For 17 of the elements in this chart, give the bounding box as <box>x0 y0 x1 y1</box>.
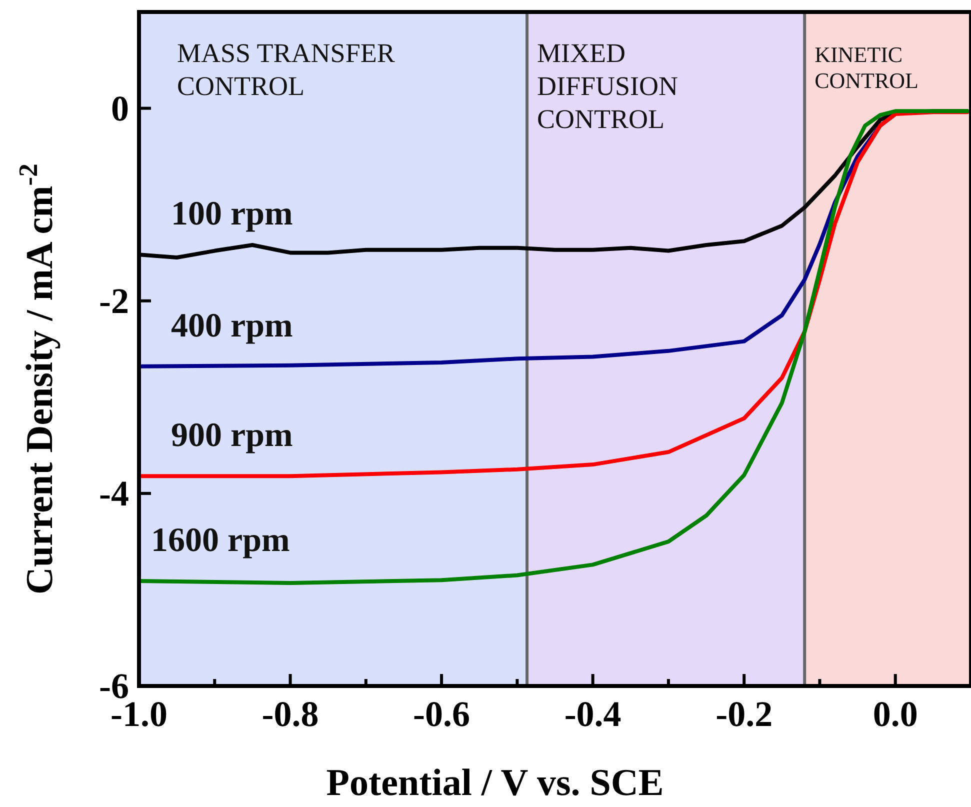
series-label: 900 rpm <box>171 417 293 454</box>
series-label: 400 rpm <box>171 307 293 344</box>
series-label: 1600 rpm <box>151 522 290 560</box>
x-axis-title: Potential / V vs. SCE <box>326 762 664 804</box>
x-tick-label: -0.2 <box>716 694 773 734</box>
x-tick-label: -0.4 <box>564 694 622 734</box>
x-tick-label: -0.8 <box>262 694 319 734</box>
y-tick-label: -4 <box>99 473 129 514</box>
y-tick-label: -2 <box>99 280 129 321</box>
band-label: MIXED DIFFUSION CONTROL <box>537 38 678 134</box>
y-tick-label: 0 <box>111 88 129 128</box>
band-label: KINETIC CONTROL <box>814 42 918 93</box>
series-label: 100 rpm <box>171 196 293 233</box>
x-tick-label: -0.6 <box>413 694 470 734</box>
line-series <box>139 109 970 585</box>
x-tick-label: 0.0 <box>872 694 918 734</box>
band-label: MASS TRANSFER CONTROL <box>177 38 395 101</box>
